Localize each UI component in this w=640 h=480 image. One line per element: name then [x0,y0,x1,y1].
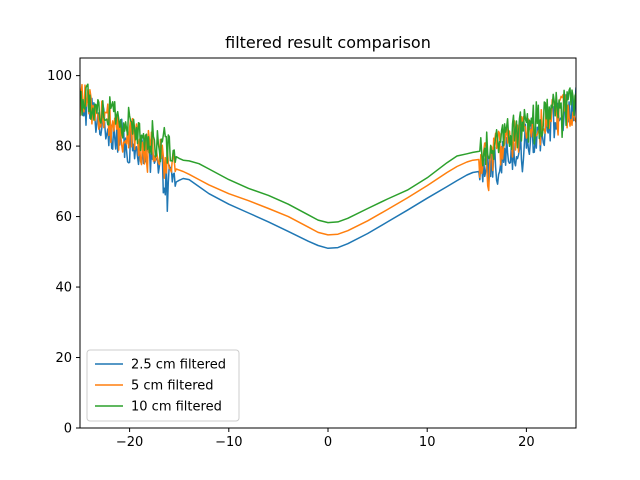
series-line-1 [80,87,576,250]
series-line-3 [80,83,576,224]
y-tick-label: 80 [55,140,72,155]
legend-label-2: 5 cm filtered [131,379,214,394]
x-tick-label: −20 [116,435,143,450]
legend-box [86,349,240,422]
y-tick-label: 20 [55,351,72,366]
x-tick-label: −10 [215,435,242,450]
chart-title: filtered result comparison [225,33,431,52]
x-axis: −20 −10 0 10 20 [116,428,535,450]
y-tick-label: 60 [55,210,72,225]
legend: 2.5 cm filtered 5 cm filtered 10 cm filter… [86,349,240,422]
y-axis: 0 20 40 60 80 100 [47,69,80,437]
legend-label-3: 10 cm filtered [131,400,222,415]
y-tick-label: 100 [47,69,72,84]
x-tick-label: 0 [324,435,332,450]
y-tick-label: 0 [64,422,72,437]
x-tick-label: 20 [518,435,535,450]
series-line-2 [80,83,576,236]
x-tick-label: 10 [419,435,436,450]
y-tick-label: 40 [55,281,72,296]
legend-label-1: 2.5 cm filtered [131,358,226,373]
series-layer [80,83,576,250]
